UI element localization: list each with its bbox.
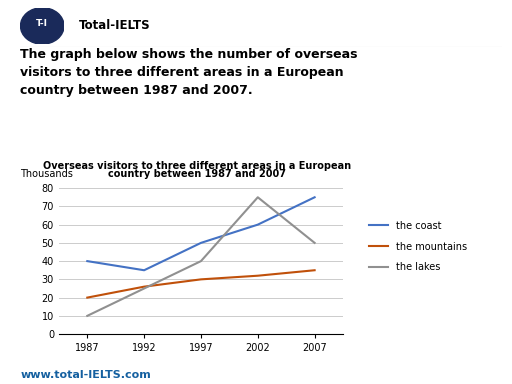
Ellipse shape <box>20 8 64 44</box>
Legend: the coast, the mountains, the lakes: the coast, the mountains, the lakes <box>365 217 471 276</box>
Text: country between 1987 and 2007.: country between 1987 and 2007. <box>20 84 253 97</box>
Text: www.total-IELTS.com: www.total-IELTS.com <box>20 370 151 380</box>
Text: country between 1987 and 2007: country between 1987 and 2007 <box>108 169 286 179</box>
Text: visitors to three different areas in a European: visitors to three different areas in a E… <box>20 66 344 79</box>
Text: Overseas visitors to three different areas in a European: Overseas visitors to three different are… <box>43 161 351 171</box>
Text: Thousands: Thousands <box>20 169 73 179</box>
Text: T-I: T-I <box>36 18 48 28</box>
Text: The graph below shows the number of overseas: The graph below shows the number of over… <box>20 48 358 61</box>
Text: Total-IELTS: Total-IELTS <box>79 19 151 32</box>
